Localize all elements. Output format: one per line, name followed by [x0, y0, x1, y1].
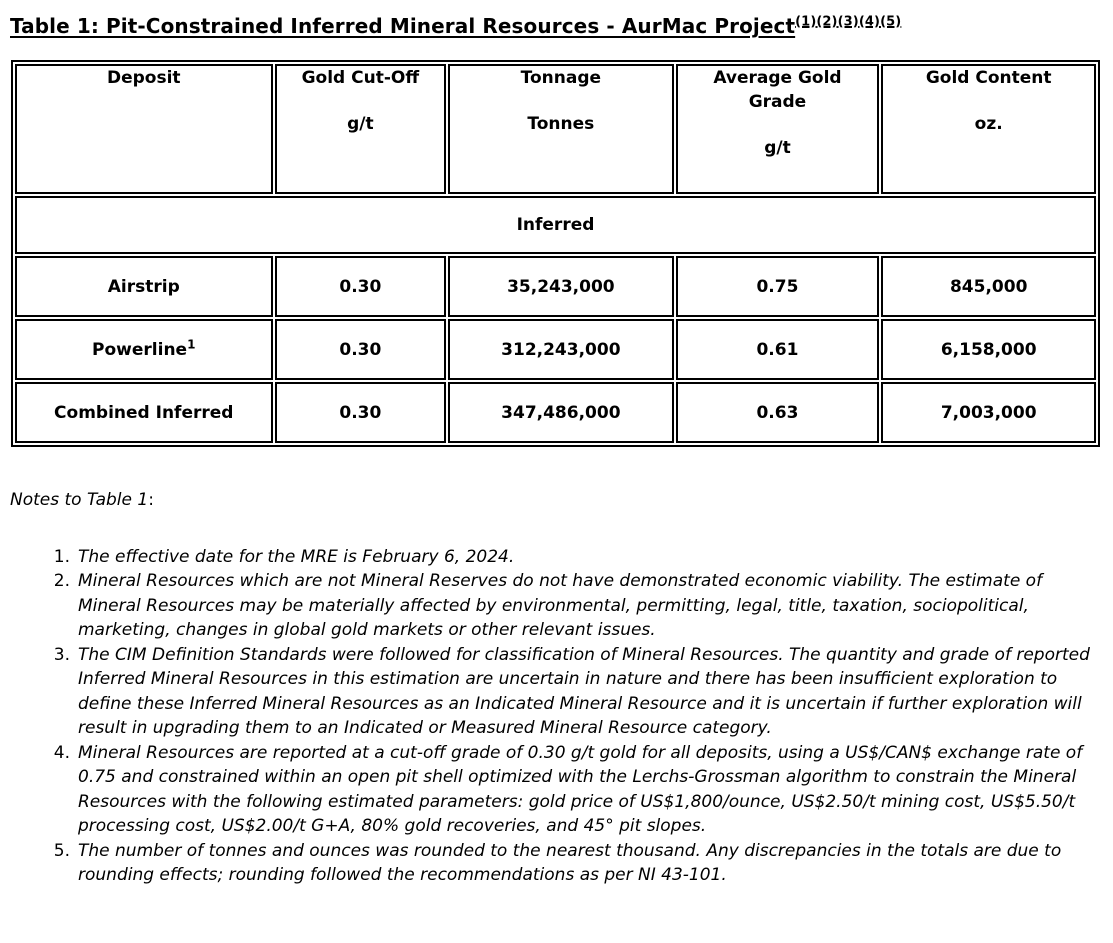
- cell-grade: 0.63: [675, 382, 880, 443]
- section-row: Inferred: [15, 196, 1096, 254]
- footnote-ref-5: (5): [880, 14, 902, 30]
- header-gold-content: Gold Content oz.: [881, 64, 1096, 194]
- header-average-gold-grade: Average Gold Grade g/t: [675, 64, 880, 194]
- cell-deposit: Airstrip: [15, 256, 273, 317]
- note-text: Mineral Resources are reported at a cut-…: [78, 742, 1083, 837]
- table-row-airstrip: Airstrip 0.30 35,243,000 0.75 845,000: [15, 256, 1096, 317]
- notes-heading-text: Notes to Table 1: [10, 490, 149, 510]
- note-item-3: 3. The CIM Definition Standards were fol…: [10, 643, 1101, 741]
- header-average-gold-grade-unit: g/t: [764, 138, 791, 158]
- footnote-ref-1: (1): [795, 14, 817, 30]
- note-number: 4.: [53, 742, 70, 763]
- header-gold-cutoff-label: Gold Cut-Off: [301, 68, 420, 88]
- cell-cutoff: 0.30: [274, 256, 447, 317]
- note-number: 3.: [53, 644, 70, 665]
- footnote-ref-4: (4): [858, 14, 881, 30]
- header-row: Deposit Gold Cut-Off g/t Tonnage Tonnes …: [15, 64, 1096, 194]
- header-average-gold-grade-label: Average Gold Grade: [713, 68, 842, 112]
- table-title: Table 1: Pit-Constrained Inferred Minera…: [10, 14, 1101, 39]
- note-number: 5.: [53, 840, 70, 861]
- footnote-ref-3: (3): [837, 14, 859, 30]
- header-gold-content-unit: oz.: [974, 114, 1003, 134]
- cell-grade: 0.61: [675, 319, 880, 380]
- header-tonnage-unit: Tonnes: [527, 114, 595, 134]
- note-text: The number of tonnes and ounces was roun…: [78, 840, 1062, 886]
- cell-deposit: Combined Inferred: [15, 382, 273, 443]
- header-gold-content-label: Gold Content: [925, 68, 1052, 88]
- cell-grade: 0.75: [675, 256, 880, 317]
- mineral-resources-table: Deposit Gold Cut-Off g/t Tonnage Tonnes …: [11, 60, 1100, 447]
- header-tonnage-label: Tonnage: [520, 68, 602, 88]
- note-text: The CIM Definition Standards were follow…: [78, 644, 1090, 739]
- cell-content: 845,000: [881, 256, 1096, 317]
- deposit-name: Powerline: [92, 339, 188, 360]
- header-gold-cutoff: Gold Cut-Off g/t: [274, 64, 447, 194]
- cell-cutoff: 0.30: [274, 319, 447, 380]
- note-text: Mineral Resources which are not Mineral …: [78, 571, 1043, 640]
- note-number: 2.: [53, 571, 70, 591]
- cell-deposit: Powerline1: [15, 319, 273, 380]
- cell-cutoff: 0.30: [274, 382, 447, 443]
- table-row-combined-inferred: Combined Inferred 0.30 347,486,000 0.63 …: [15, 382, 1096, 443]
- notes-heading-colon: :: [148, 490, 154, 510]
- cell-content: 6,158,000: [881, 319, 1096, 380]
- cell-tonnage: 347,486,000: [448, 382, 674, 443]
- note-item-5: 5. The number of tonnes and ounces was r…: [10, 839, 1101, 888]
- header-gold-cutoff-unit: g/t: [347, 114, 374, 134]
- notes-section: Notes to Table 1: 1. The effective date …: [10, 488, 1101, 888]
- cell-tonnage: 35,243,000: [448, 256, 674, 317]
- header-deposit-label: Deposit: [106, 68, 181, 88]
- note-item-1: 1. The effective date for the MRE is Feb…: [10, 545, 1101, 570]
- note-number: 1.: [53, 546, 70, 567]
- cell-content: 7,003,000: [881, 382, 1096, 443]
- header-tonnage: Tonnage Tonnes: [448, 64, 674, 194]
- section-label-inferred: Inferred: [15, 196, 1096, 254]
- note-item-2: 2. Mineral Resources which are not Miner…: [10, 569, 1101, 643]
- note-item-4: 4. Mineral Resources are reported at a c…: [10, 741, 1101, 839]
- note-text: The effective date for the MRE is Februa…: [78, 546, 515, 567]
- table-row-powerline: Powerline1 0.30 312,243,000 0.61 6,158,0…: [15, 319, 1096, 380]
- deposit-footnote-ref: 1: [187, 336, 196, 351]
- table-title-text: Table 1: Pit-Constrained Inferred Minera…: [10, 14, 796, 38]
- cell-tonnage: 312,243,000: [448, 319, 674, 380]
- header-deposit: Deposit: [15, 64, 273, 194]
- notes-heading: Notes to Table 1:: [10, 488, 1101, 513]
- footnote-ref-2: (2): [816, 14, 838, 30]
